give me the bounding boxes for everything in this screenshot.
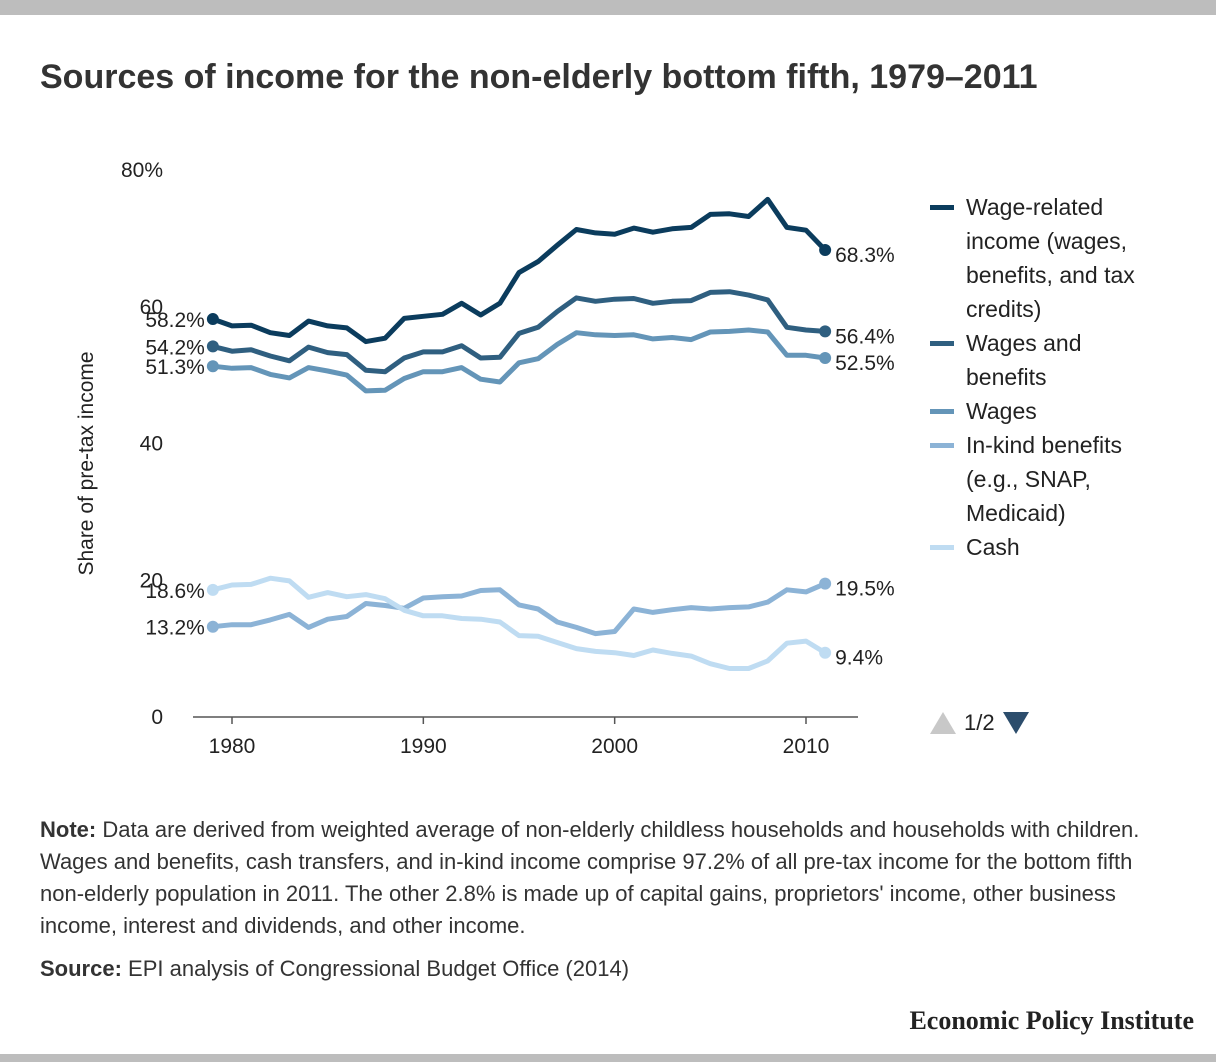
series-end-point-2 <box>819 352 832 365</box>
x-tick-label: 2000 <box>591 735 638 758</box>
note: Note: Data are derived from weighted ave… <box>40 814 1180 942</box>
series-line-0 <box>210 196 828 345</box>
legend-item[interactable]: Wage-related income (wages, benefits, an… <box>930 190 1160 326</box>
legend-label: Cash <box>966 534 1020 560</box>
legend-label: Wage-related income (wages, benefits, an… <box>966 194 1135 322</box>
top-border <box>0 0 1216 15</box>
legend-swatch <box>930 409 954 414</box>
legend-item[interactable]: Wages and benefits <box>930 326 1160 394</box>
series-line-3 <box>210 581 828 637</box>
legend-swatch <box>930 205 954 210</box>
series-line-2 <box>210 327 828 394</box>
series-start-point-2 <box>206 360 219 373</box>
series-start-label: 18.6% <box>145 580 205 603</box>
series-end-label: 19.5% <box>835 578 895 601</box>
legend-pager: 1/2 <box>930 710 1029 736</box>
bottom-border <box>0 1054 1216 1062</box>
series-end-label: 56.4% <box>835 325 895 348</box>
series-end-point-1 <box>819 325 832 338</box>
pager-label: 1/2 <box>964 710 995 735</box>
note-label: Note: <box>40 817 97 842</box>
x-tick-label: 2010 <box>783 735 830 758</box>
triangle-down-icon[interactable] <box>1002 712 1029 734</box>
y-tick-label: 80% <box>121 159 163 182</box>
series-start-point-1 <box>206 340 219 353</box>
series-line-4 <box>210 575 828 671</box>
series-start-point-0 <box>206 313 219 326</box>
series-start-point-3 <box>206 620 219 633</box>
legend-swatch <box>930 341 954 346</box>
legend-item[interactable]: In-kind benefits (e.g., SNAP, Medicaid) <box>930 428 1160 530</box>
line-chart: 1980 1990 2000 2010 0 20 40 60 80% Share of pre-t… <box>75 159 895 758</box>
series-end-label: 9.4% <box>835 647 883 670</box>
legend-item[interactable]: Cash <box>930 530 1160 564</box>
series-start-label: 13.2% <box>145 617 205 640</box>
y-tick-label: 60 <box>140 296 163 319</box>
note-text: Data are derived from weighted average o… <box>40 817 1140 938</box>
legend-item[interactable]: Wages <box>930 394 1160 428</box>
source: Source: EPI analysis of Congressional Bu… <box>40 956 1180 982</box>
series-end-point-4 <box>819 646 832 659</box>
legend: Wage-related income (wages, benefits, an… <box>930 190 1160 564</box>
series-start-label: 54.2% <box>145 336 205 359</box>
series-end-label: 52.5% <box>835 352 895 375</box>
source-label: Source: <box>40 956 122 981</box>
legend-label: In-kind benefits (e.g., SNAP, Medicaid) <box>966 432 1122 526</box>
legend-swatch <box>930 545 954 550</box>
triangle-up-icon[interactable] <box>930 712 956 734</box>
legend-label: Wages and benefits <box>966 330 1082 390</box>
x-tick-label: 1990 <box>400 735 447 758</box>
brand-logo-text: Economic Policy Institute <box>909 1006 1194 1035</box>
series-line-1 <box>210 289 828 375</box>
legend-label: Wages <box>966 398 1037 424</box>
series-end-label: 68.3% <box>835 244 895 267</box>
series-end-point-0 <box>819 243 832 256</box>
y-axis-label: Share of pre-tax income <box>75 351 98 575</box>
series-end-point-3 <box>819 577 832 590</box>
source-text: EPI analysis of Congressional Budget Off… <box>128 956 630 981</box>
y-tick-label: 20 <box>140 569 163 592</box>
y-tick-label: 0 <box>151 706 163 729</box>
chart-title: Sources of income for the non-elderly bo… <box>40 58 1038 96</box>
series-start-point-4 <box>206 583 219 596</box>
series-start-label: 58.2% <box>145 309 205 332</box>
y-tick-label: 40 <box>140 433 163 456</box>
x-tick-label: 1980 <box>209 735 256 758</box>
legend-swatch <box>930 443 954 448</box>
series-start-label: 51.3% <box>145 356 205 379</box>
